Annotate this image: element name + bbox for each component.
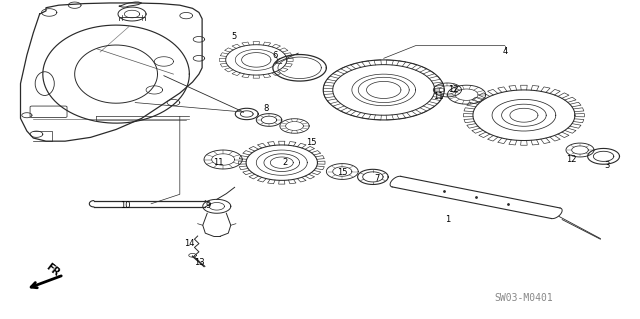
Text: 5: 5 — [231, 32, 237, 41]
Text: 12: 12 — [566, 155, 577, 164]
Text: 14: 14 — [184, 239, 195, 248]
Text: SW03-M0401: SW03-M0401 — [495, 293, 554, 303]
Text: 10: 10 — [120, 201, 131, 210]
Text: 13: 13 — [194, 258, 204, 267]
Text: 11: 11 — [212, 158, 223, 167]
Text: 6: 6 — [273, 51, 278, 60]
Text: 15: 15 — [307, 137, 317, 147]
Text: 12: 12 — [449, 85, 459, 94]
Text: 9: 9 — [206, 201, 211, 210]
Text: 11: 11 — [433, 92, 443, 101]
Text: 8: 8 — [263, 104, 269, 113]
Text: FR.: FR. — [44, 261, 64, 280]
Text: 15: 15 — [337, 168, 348, 177]
Ellipse shape — [35, 72, 54, 95]
Text: 3: 3 — [604, 161, 609, 170]
Text: 7: 7 — [374, 174, 380, 183]
Text: 1: 1 — [445, 215, 450, 224]
Text: 2: 2 — [282, 158, 287, 167]
Text: 4: 4 — [502, 48, 508, 56]
